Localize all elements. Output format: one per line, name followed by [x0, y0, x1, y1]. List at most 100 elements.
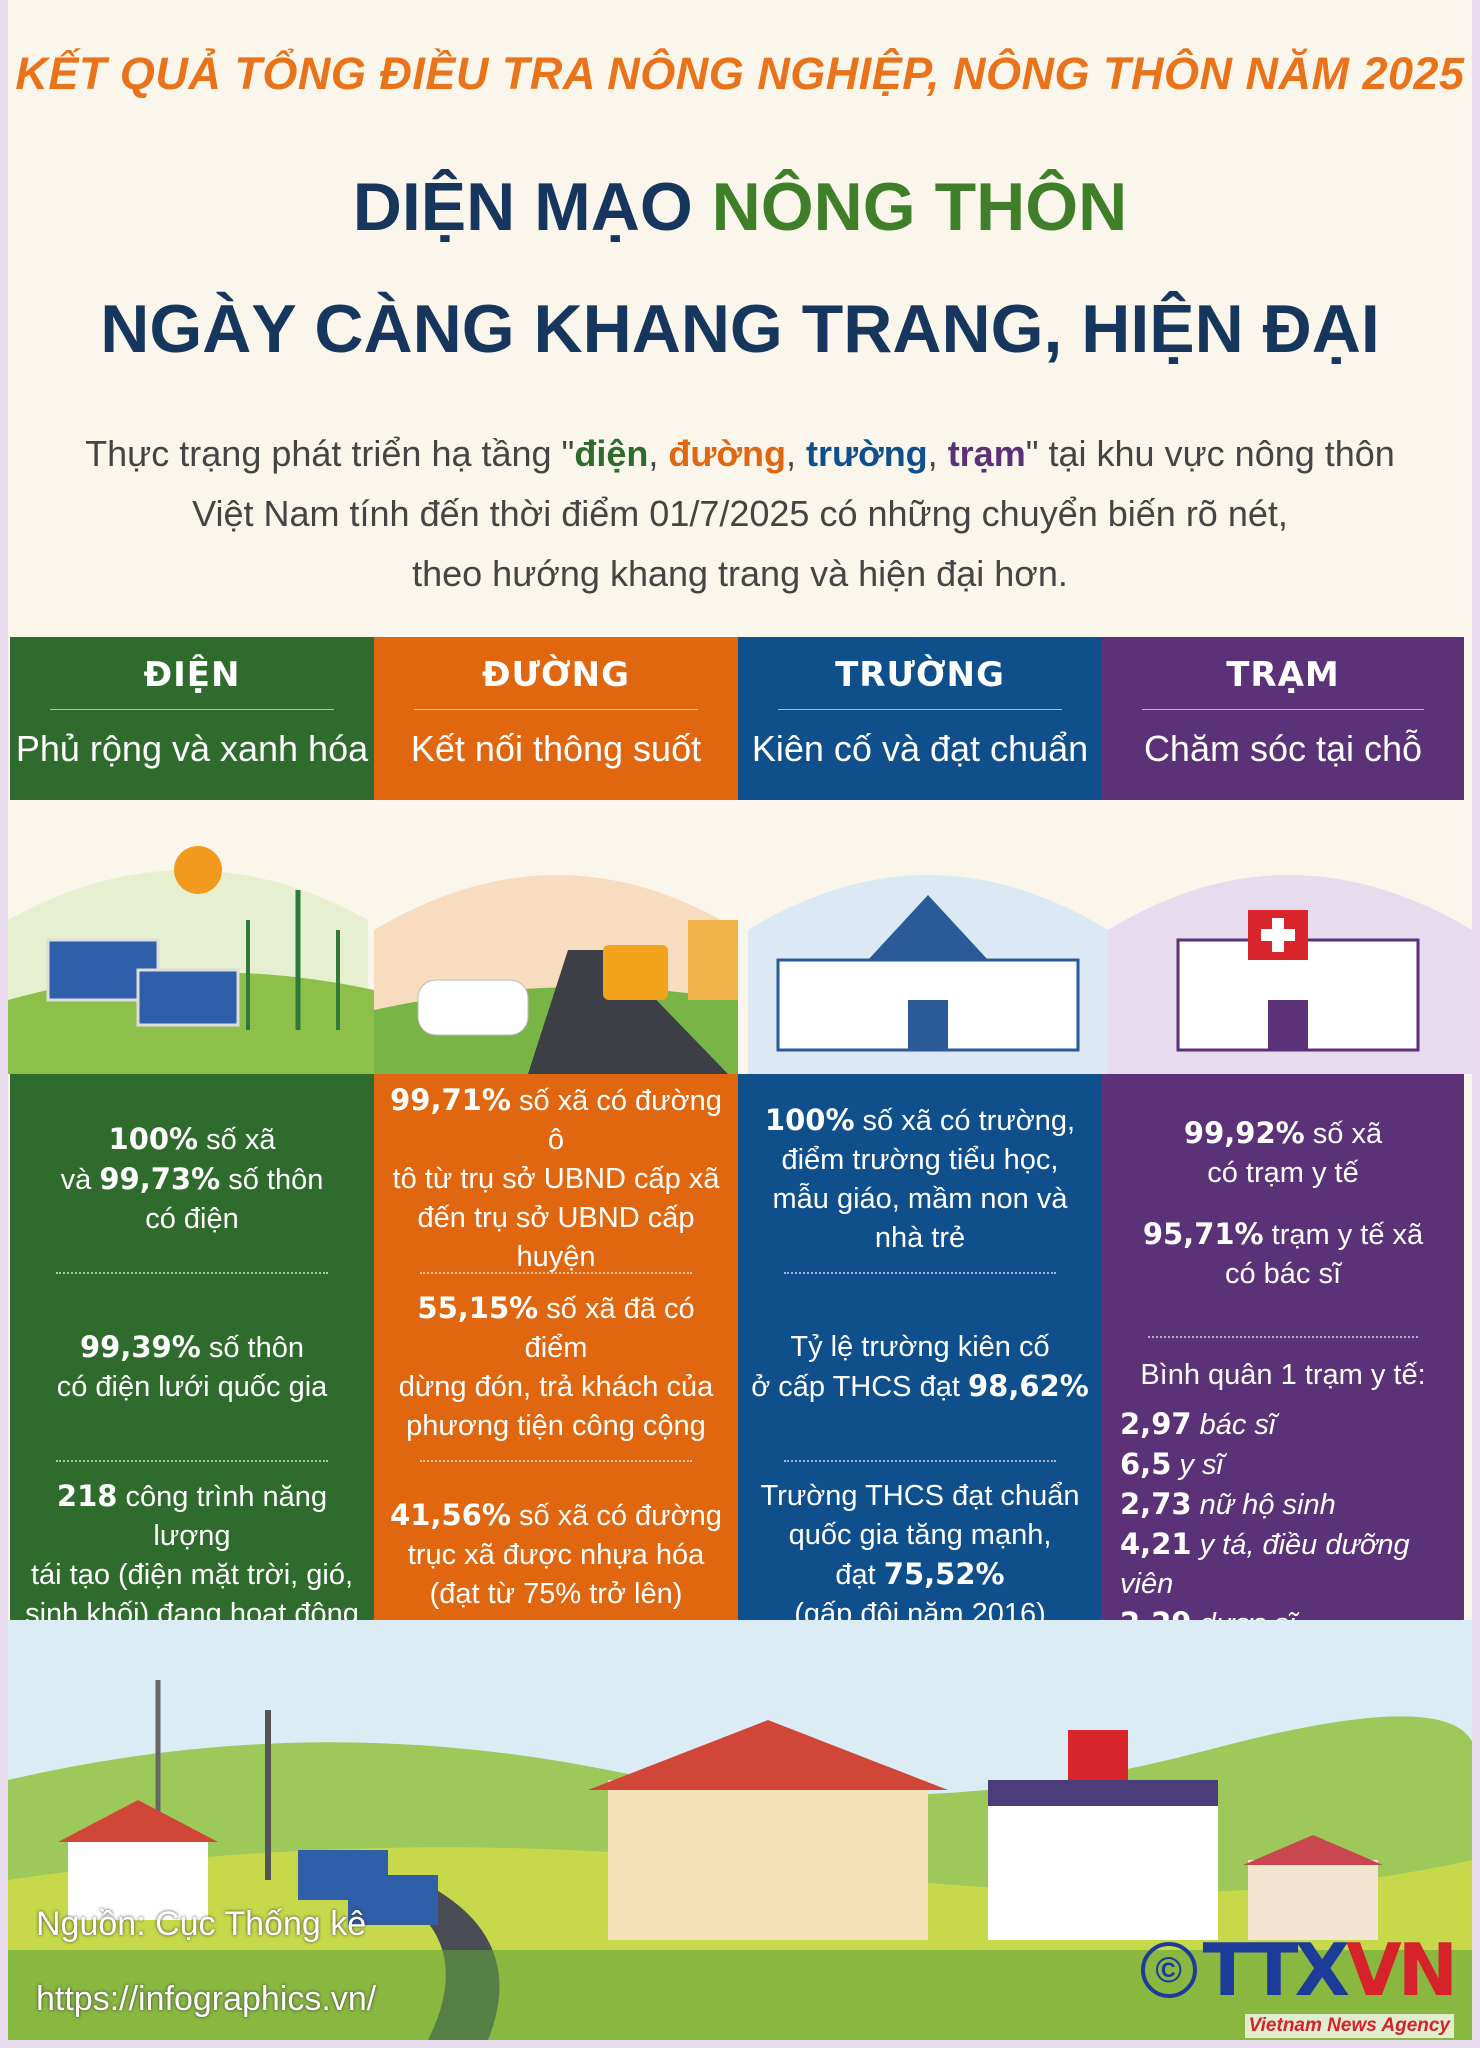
- intro-line3: theo hướng khang trang và hiện đại hơn.: [412, 553, 1068, 594]
- staff-list: 2,97 bác sĩ 6,5 y sĩ 2,73 nữ hộ sinh 4,2…: [1110, 1405, 1456, 1644]
- staff-item: 2,97 bác sĩ: [1120, 1405, 1456, 1445]
- stat-text: đạt: [835, 1558, 884, 1591]
- stat-text: (đạt từ 75% trở lên): [429, 1578, 683, 1610]
- stat-text: bác sĩ: [1191, 1409, 1276, 1441]
- stat-text: điểm trường tiểu học,: [781, 1143, 1059, 1176]
- intro-duong: đường: [668, 433, 787, 474]
- divider: [420, 1272, 692, 1274]
- stat-value: 100%: [108, 1121, 199, 1156]
- stat-text: số xã có đường ô: [510, 1085, 722, 1156]
- stat-text: có điện lưới quốc gia: [56, 1370, 328, 1403]
- divider: [420, 1460, 692, 1462]
- column-subtitle: Kiên cố và đạt chuẩn: [751, 728, 1089, 769]
- divider: [1141, 709, 1425, 710]
- intro-text: Thực trạng phát triển hạ tầng "điện, đườ…: [68, 424, 1412, 604]
- stat-text: ở cấp THCS đạt: [751, 1370, 968, 1403]
- logo-subtitle: Vietnam News Agency: [1244, 2014, 1454, 2038]
- stat-value: 41,56%: [390, 1498, 511, 1532]
- title-part: DIỆN MẠO: [352, 169, 712, 245]
- stat-text: số thôn: [220, 1163, 324, 1196]
- stat-item: 41,56% số xã có đường trục xã được nhựa h…: [382, 1480, 730, 1630]
- title-highlight: NÔNG THÔN: [711, 169, 1128, 245]
- column-header-duong: ĐƯỜNG Kết nối thông suốt: [374, 637, 738, 800]
- main-title-line2: NGÀY CÀNG KHANG TRANG, HIỆN ĐẠI: [100, 291, 1380, 367]
- sep: ,: [648, 433, 669, 474]
- stat-item: 100% số xã và 99,73% số thôn có điện: [18, 1104, 366, 1254]
- column-name: ĐƯỜNG: [482, 655, 630, 695]
- staff-item: 4,21 y tá, điều dưỡng viên: [1120, 1525, 1456, 1604]
- stat-value: 75,52%: [883, 1556, 1005, 1591]
- stat-item: 218 công trình năng lượng tái tạo (điện m…: [18, 1478, 366, 1630]
- divider: [784, 1460, 1056, 1462]
- stat-text: số xã: [1304, 1118, 1383, 1150]
- logo-wordmark: TTXVN: [1202, 1928, 1458, 2012]
- copyright-icon: ©: [1140, 1942, 1197, 1998]
- stat-text: có điện: [145, 1202, 239, 1235]
- stat-text: Tỷ lệ trường kiên cố: [790, 1330, 1050, 1363]
- average-label: Bình quân 1 trạm y tế:: [1140, 1359, 1426, 1391]
- solar-wind-illustration: [8, 846, 374, 1074]
- divider: [56, 1460, 328, 1462]
- divider: [1148, 1336, 1418, 1338]
- stat-value: 98,62%: [967, 1368, 1089, 1403]
- intro-tram: trạm: [947, 433, 1026, 474]
- column-name: TRƯỜNG: [835, 655, 1005, 695]
- stat-item: 95,71% trạm y tế xã có bác sĩ: [1110, 1215, 1456, 1294]
- divider: [414, 709, 698, 710]
- stat-value: 55,15%: [417, 1290, 539, 1325]
- intro-line2: Việt Nam tính đến thời điểm 01/7/2025 có…: [192, 493, 1288, 534]
- divider: [50, 709, 334, 710]
- stat-value: 95,71%: [1142, 1217, 1264, 1251]
- stat-item: 55,15% số xã đã có điểm dừng đón, trả khá…: [382, 1290, 730, 1442]
- duong-stats-panel: 99,71% số xã có đường ô tô từ trụ sở UBND…: [374, 1074, 738, 1694]
- staff-item: 2,73 nữ hộ sinh: [1120, 1485, 1456, 1525]
- stat-item: Tỷ lệ trường kiên cố ở cấp THCS đạt 98,62…: [746, 1292, 1094, 1442]
- stat-text: nữ hộ sinh: [1191, 1489, 1336, 1521]
- column-header-tram: TRẠM Chăm sóc tại chỗ: [1102, 637, 1464, 800]
- infrastructure-illustrations: [8, 846, 1472, 1074]
- stat-value: 6,5: [1120, 1447, 1172, 1481]
- intro-pre: Thực trạng phát triển hạ tầng ": [85, 433, 575, 474]
- intro-truong: trường: [806, 433, 928, 474]
- logo-part: TTX: [1202, 1928, 1350, 2012]
- kicker-title: KẾT QUẢ TỔNG ĐIỀU TRA NÔNG NGHIỆP, NÔNG …: [15, 48, 1465, 99]
- column-subtitle: Phủ rộng và xanh hóa: [15, 728, 369, 769]
- divider: [778, 709, 1062, 710]
- stat-item: 99,92% số xã có trạm y tế: [1110, 1114, 1456, 1193]
- stat-text: Trường THCS đạt chuẩn: [760, 1479, 1080, 1512]
- stat-value: 99,71%: [390, 1083, 511, 1117]
- stat-item: 100% số xã có trường, điểm trường tiểu họ…: [746, 1102, 1094, 1254]
- logo-part: VN: [1346, 1928, 1458, 2012]
- stat-text: số xã đã có điểm: [524, 1292, 695, 1364]
- stat-text: số xã có đường: [510, 1500, 722, 1532]
- stat-item: 99,71% số xã có đường ô tô từ trụ sở UBND…: [382, 1083, 730, 1273]
- stat-value: 218: [56, 1478, 118, 1513]
- stat-text: có trạm y tế: [1207, 1157, 1359, 1189]
- stat-value: 99,92%: [1183, 1116, 1305, 1150]
- staff-item: 6,5 y sĩ: [1120, 1445, 1456, 1485]
- column-header-dien: ĐIỆN Phủ rộng và xanh hóa: [10, 637, 374, 800]
- stat-text: số xã: [198, 1123, 276, 1156]
- column-name: ĐIỆN: [143, 655, 241, 695]
- intro-dien: điện: [574, 433, 649, 474]
- stat-text: mẫu giáo, mầm non và: [772, 1182, 1068, 1215]
- stat-text: tô từ trụ sở UBND cấp xã: [392, 1163, 720, 1195]
- stat-value: 100%: [764, 1102, 855, 1137]
- stat-value: 99,73%: [99, 1161, 221, 1196]
- stat-text: số thôn: [200, 1331, 304, 1364]
- main-title-line1: DIỆN MẠO NÔNG THÔN: [8, 168, 1472, 246]
- stat-item: 99,39% số thôn có điện lưới quốc gia: [18, 1292, 366, 1442]
- stat-value: 2,97: [1120, 1407, 1192, 1441]
- divider: [784, 1272, 1056, 1274]
- stat-text: y tá, điều dưỡng viên: [1120, 1529, 1410, 1600]
- stat-text: quốc gia tăng mạnh,: [788, 1518, 1052, 1551]
- stat-text: công trình năng lượng: [117, 1480, 328, 1552]
- intro-post: " tại khu vực nông thôn: [1025, 433, 1395, 474]
- village-illustration: [8, 1620, 1472, 2040]
- stat-text: số xã có trường,: [854, 1104, 1076, 1137]
- school-illustration: [748, 875, 1108, 1074]
- website-link[interactable]: https://infographics.vn/: [36, 1980, 377, 2018]
- stat-item: Trường THCS đạt chuẩn quốc gia tăng mạnh,…: [746, 1480, 1094, 1630]
- stat-text: và: [60, 1163, 100, 1196]
- stat-text: tái tạo (điện mặt trời, gió,: [30, 1558, 354, 1591]
